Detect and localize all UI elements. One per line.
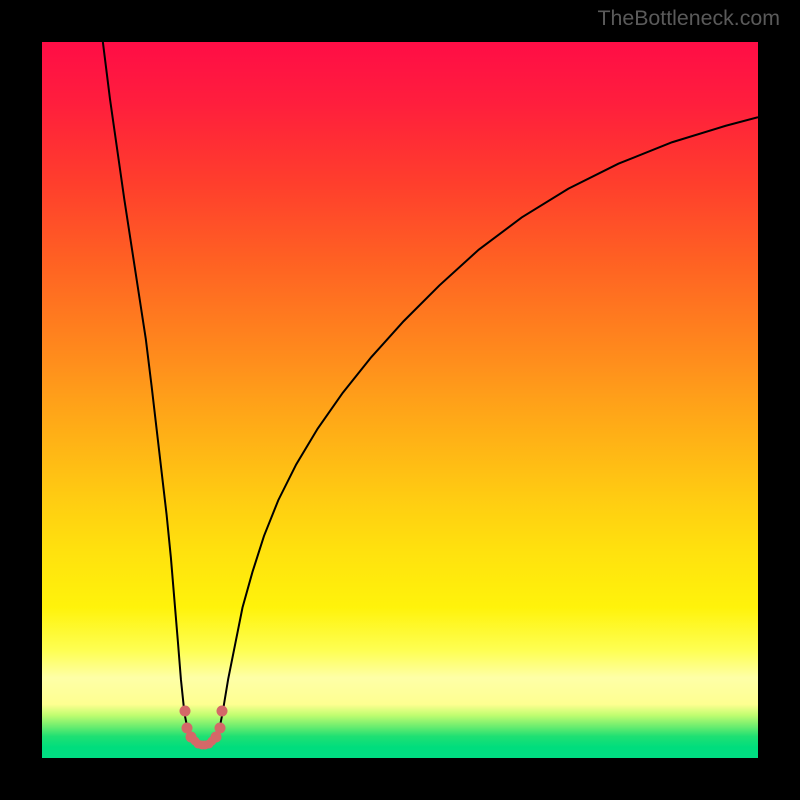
curve-marker <box>214 722 225 733</box>
curve-marker <box>180 706 191 717</box>
plot-area <box>42 42 758 758</box>
watermark-text: TheBottleneck.com <box>597 6 780 31</box>
curve-marker <box>216 706 227 717</box>
bottleneck-curve <box>42 42 758 758</box>
